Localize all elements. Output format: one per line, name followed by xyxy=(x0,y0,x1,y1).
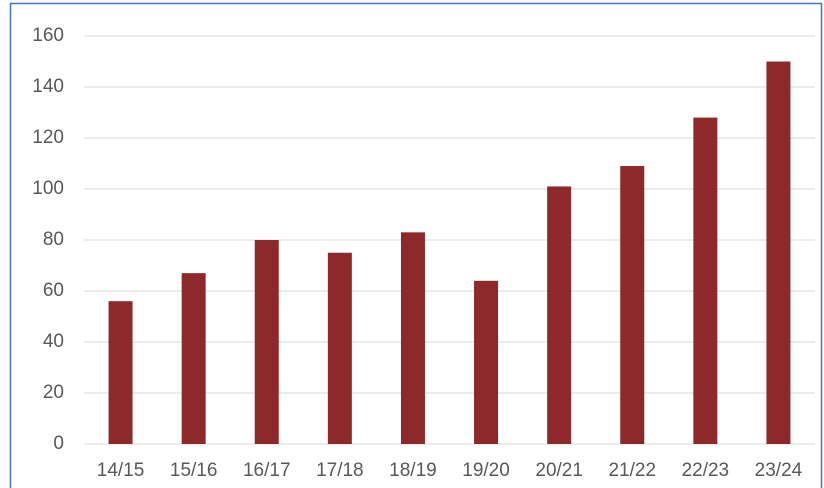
y-tick-label: 140 xyxy=(32,76,64,97)
x-tick-label: 22/23 xyxy=(682,460,730,481)
y-tick-label: 160 xyxy=(32,25,64,46)
bar xyxy=(547,186,572,444)
x-tick-label: 20/21 xyxy=(535,460,583,481)
bar xyxy=(620,166,645,445)
bar xyxy=(766,61,791,444)
y-tick-label: 0 xyxy=(53,433,64,454)
bar xyxy=(108,301,133,444)
x-tick-label: 16/17 xyxy=(243,460,291,481)
x-tick-label: 19/20 xyxy=(462,460,510,481)
y-tick-label: 40 xyxy=(43,331,64,352)
bar xyxy=(474,280,499,444)
bar xyxy=(254,240,279,444)
y-tick-label: 20 xyxy=(43,382,64,403)
bar xyxy=(181,273,206,444)
x-tick-label: 23/24 xyxy=(755,460,803,481)
frame xyxy=(9,2,823,488)
y-tick-label: 60 xyxy=(43,280,64,301)
x-tick-label: 21/22 xyxy=(608,460,656,481)
bar xyxy=(327,252,352,444)
x-tick-label: 17/18 xyxy=(316,460,364,481)
x-tick-label: 18/19 xyxy=(389,460,437,481)
x-tick-label: 14/15 xyxy=(97,460,145,481)
bar xyxy=(400,232,425,444)
x-tick-label: 15/16 xyxy=(170,460,218,481)
y-tick-label: 80 xyxy=(43,229,64,250)
y-tick-label: 100 xyxy=(32,178,64,199)
bar xyxy=(693,117,718,444)
y-tick-label: 120 xyxy=(32,127,64,148)
